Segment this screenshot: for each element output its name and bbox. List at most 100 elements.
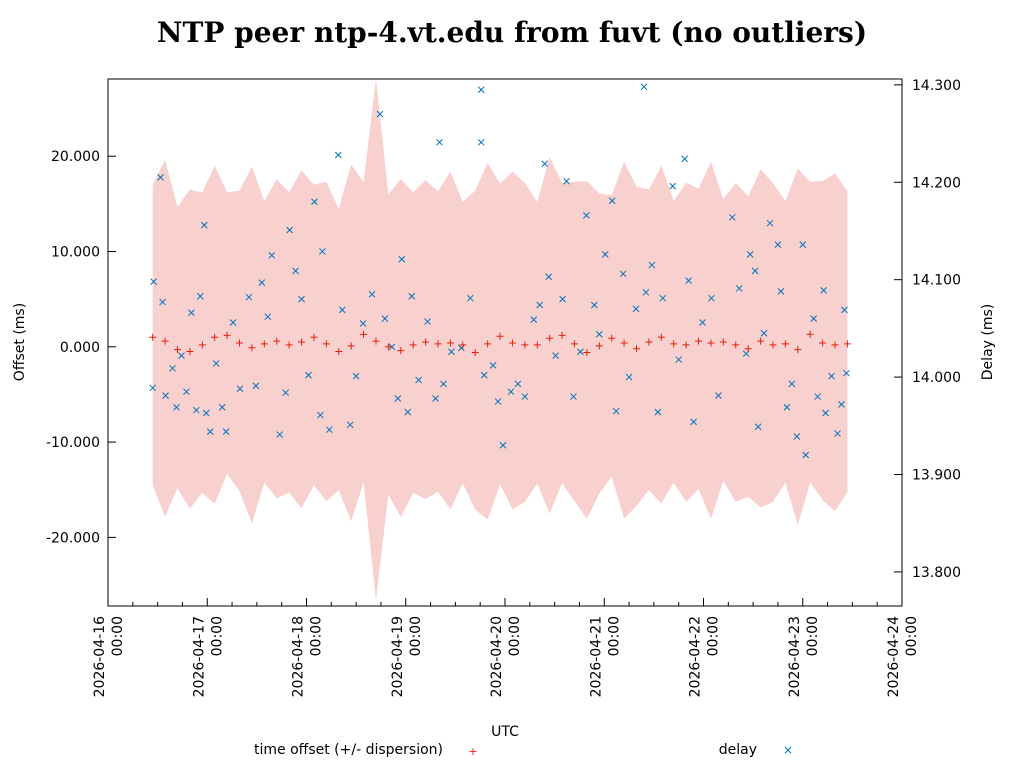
- legend-delay-label: delay: [719, 742, 757, 758]
- x-tick-date: 2026-04-20: [489, 616, 505, 697]
- delay-point: [415, 376, 423, 384]
- delay-point: [334, 151, 342, 159]
- offset-point: [198, 341, 206, 349]
- delay-point: [514, 380, 522, 388]
- offset-point: [248, 344, 256, 352]
- delay-point: [760, 329, 768, 337]
- x-tick-time: 00:00: [805, 616, 821, 656]
- delay-point: [173, 403, 180, 411]
- x-tick-label: 2026-04-18 00:00: [291, 616, 325, 697]
- offset-point: [484, 340, 492, 348]
- delay-point: [788, 380, 796, 388]
- offset-point: [149, 333, 157, 341]
- x-tick-time: 00:00: [606, 616, 622, 656]
- delay-point: [477, 86, 485, 94]
- delay-point: [822, 409, 829, 417]
- delay-point: [777, 288, 785, 295]
- delay-point: [489, 362, 497, 369]
- x-tick-date: 2026-04-16: [92, 616, 108, 697]
- delay-point: [466, 294, 474, 302]
- delay-point: [352, 372, 360, 380]
- offset-point: [322, 340, 330, 348]
- y-tick-label: -20.000: [46, 530, 100, 546]
- offset-point: [682, 341, 690, 349]
- delay-point: [268, 251, 276, 259]
- delay-point: [608, 197, 616, 205]
- delay-point: [381, 315, 389, 322]
- x-tick-label: 2026-04-21 00:00: [588, 616, 622, 697]
- y-tick-label: 0.000: [60, 340, 100, 356]
- delay-point: [448, 348, 455, 356]
- x-tick-time: 00:00: [408, 616, 424, 656]
- delay-point: [735, 285, 743, 292]
- y2-tick-label: 14.300: [912, 78, 961, 94]
- delay-point: [200, 221, 208, 229]
- delay-point: [810, 315, 818, 322]
- offset-point: [620, 339, 628, 347]
- x-tick-time: 00:00: [706, 616, 722, 656]
- x-tick-label: 2026-04-19 00:00: [390, 616, 424, 697]
- delay-point: [499, 441, 507, 449]
- offset-point: [409, 341, 417, 349]
- offset-point: [397, 347, 405, 355]
- x-tick-label: 2026-04-16 00:00: [92, 616, 126, 697]
- legend-offset-marker: +: [468, 745, 477, 758]
- delay-point: [708, 294, 715, 302]
- delay-point: [545, 273, 553, 281]
- delay-point: [359, 320, 367, 327]
- delay-point: [159, 298, 166, 306]
- offset-point: [384, 343, 392, 351]
- delay-point: [192, 406, 200, 414]
- y2-axis-label: Delay (ms): [980, 304, 996, 380]
- delay-point: [632, 305, 640, 313]
- axes: 20.000 10.000 0.000 -10.000 -20.000 14.300 14.…: [46, 78, 961, 698]
- offset-point: [670, 340, 678, 348]
- delay-point: [541, 160, 549, 168]
- delay-point: [601, 250, 609, 258]
- delay-point: [619, 270, 627, 278]
- delay-point: [276, 431, 284, 438]
- offset-point: [645, 338, 653, 346]
- delay-point: [814, 393, 821, 400]
- delay-point: [317, 411, 324, 419]
- chart-title: NTP peer ntp-4.vt.edu from fuvt (no outl…: [156, 16, 868, 49]
- delay-point: [754, 423, 762, 431]
- offset-point: [781, 340, 789, 348]
- delay-point: [690, 418, 697, 426]
- offset-point: [508, 339, 516, 347]
- delay-point: [368, 290, 376, 298]
- offset-point: [260, 340, 268, 348]
- delay-point: [843, 369, 850, 377]
- delay-point: [183, 388, 190, 396]
- offset-point: [273, 337, 281, 345]
- delay-point: [436, 138, 443, 146]
- x-tick-label: 2026-04-22 00:00: [688, 616, 722, 697]
- x-tick-date: 2026-04-22: [688, 616, 704, 697]
- delay-point: [245, 293, 253, 301]
- delay-point: [559, 295, 566, 303]
- delay-point: [286, 226, 293, 234]
- delay-point: [376, 110, 384, 118]
- offset-point: [236, 339, 244, 347]
- offset-point: [434, 340, 442, 348]
- offset-series: [149, 330, 851, 357]
- y2-tick-label: 13.800: [912, 565, 961, 581]
- legend-offset-label: time offset (+/- dispersion): [254, 742, 443, 758]
- offset-point: [173, 346, 181, 354]
- offset-point: [744, 345, 752, 353]
- delay-point: [715, 392, 722, 399]
- delay-point: [802, 451, 810, 459]
- x-tick-date: 2026-04-18: [291, 616, 307, 697]
- y2-tick-label: 14.000: [912, 370, 961, 386]
- x-tick-date: 2026-04-19: [390, 616, 406, 697]
- delay-point: [669, 182, 677, 190]
- delay-point: [149, 384, 157, 392]
- delay-point: [162, 392, 169, 399]
- delay-point: [188, 309, 195, 317]
- delay-point: [440, 380, 447, 388]
- delay-point: [196, 292, 204, 300]
- offset-point: [707, 339, 715, 347]
- delay-point: [424, 318, 431, 325]
- offset-point: [819, 339, 827, 347]
- offset-point: [533, 341, 541, 349]
